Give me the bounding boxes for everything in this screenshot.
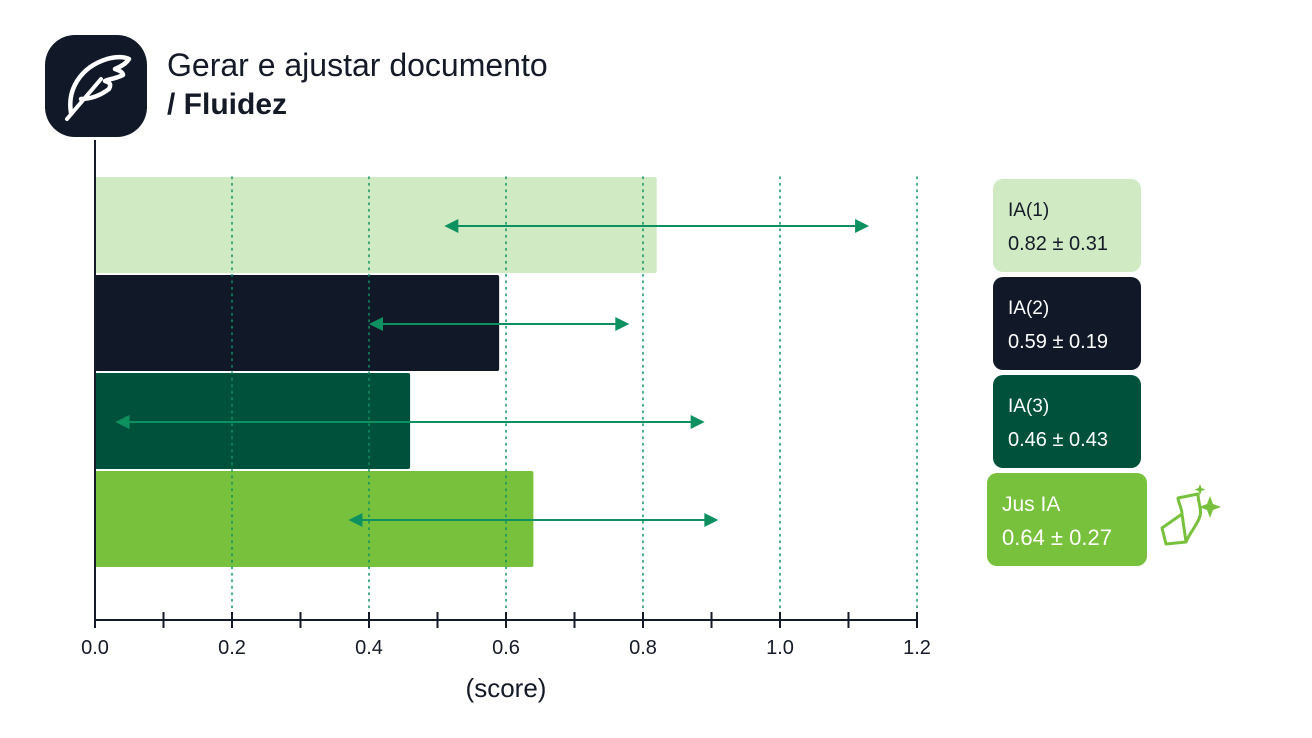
chart-title: Gerar e ajustar documento / Fluidez [167,45,548,125]
bar-1 [95,275,500,371]
legend-entry-3: Jus IA 0.64 ± 0.27 [987,473,1147,566]
title-line-1: Gerar e ajustar documento [167,47,548,83]
error-arrow-left-2 [115,415,130,429]
logo-badge [45,35,147,137]
error-arrow-right-2 [690,415,705,429]
x-tick-label-3: 0.6 [492,637,520,659]
bar-3 [95,471,534,567]
error-arrow-right-1 [615,317,630,331]
x-tick-label-1: 0.2 [218,637,246,659]
legend-series-name: IA(1) [1008,200,1050,221]
legend-entry-0: IA(1) 0.82 ± 0.31 [993,179,1141,272]
legend-series-value: 0.64 ± 0.27 [1002,525,1112,550]
legend-entry-1: IA(2) 0.59 ± 0.19 [993,277,1141,370]
x-axis-label: (score) [466,673,547,703]
legend-series-name: IA(2) [1008,298,1050,319]
error-arrow-left-3 [348,513,363,527]
jus-ia-sparkle-icon [1160,484,1221,546]
x-tick-label-0: 0.0 [81,637,109,659]
error-arrow-left-0 [444,219,459,233]
legend-series-name: Jus IA [1002,493,1061,516]
legend-series-name: IA(3) [1008,396,1050,417]
bar-0 [95,177,657,273]
x-tick-label-4: 0.8 [629,637,657,659]
legend-series-value: 0.46 ± 0.43 [1008,429,1108,451]
x-tick-label-2: 0.4 [355,637,383,659]
legend-series-value: 0.82 ± 0.31 [1008,233,1108,255]
x-tick-label-5: 1.0 [766,637,794,659]
feather-icon [65,54,132,121]
legend-series-value: 0.59 ± 0.19 [1008,331,1108,353]
error-arrow-right-3 [704,513,719,527]
title-line-2: / Fluidez [167,88,287,121]
legend-entry-2: IA(3) 0.46 ± 0.43 [993,375,1141,468]
error-arrow-left-1 [369,317,383,331]
error-arrow-right-0 [855,219,870,233]
x-tick-label-6: 1.2 [903,637,931,659]
